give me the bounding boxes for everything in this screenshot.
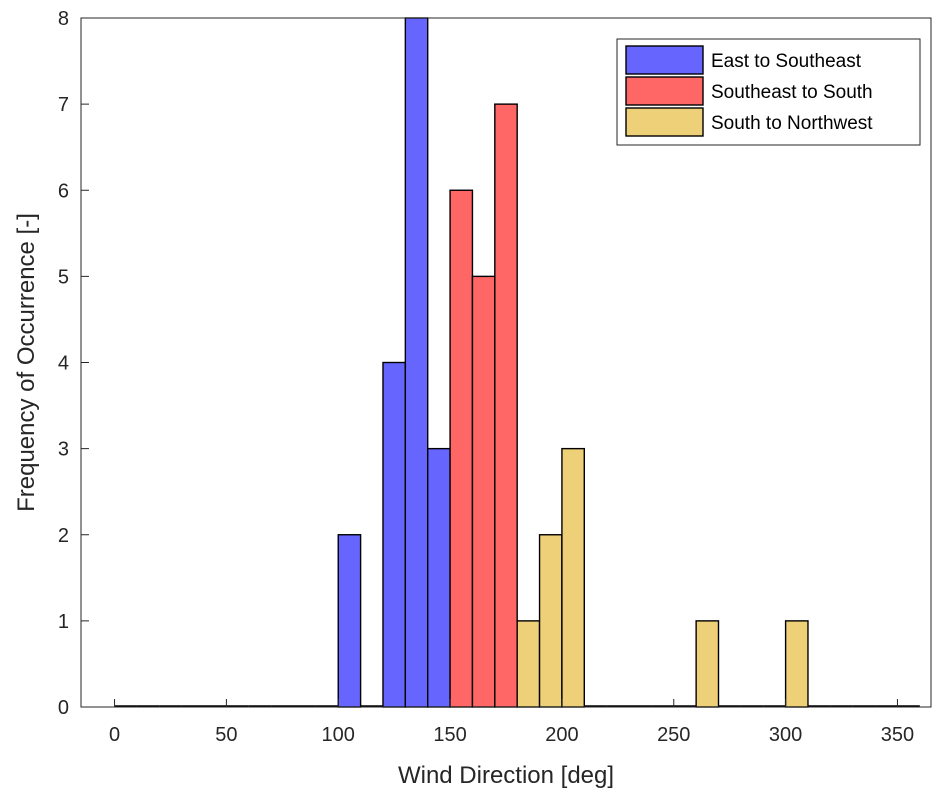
- bar-south-to-northwest-180: [516, 620, 541, 708]
- bar-south-to-northwest-260: [695, 620, 720, 708]
- legend-label-southeast-to-south: Southeast to South: [711, 82, 873, 103]
- legend: East to Southeast Southeast to South South…: [616, 38, 921, 146]
- x-tick-label-300: 300: [769, 724, 802, 746]
- bar-southeast-to-south-170: [494, 103, 518, 708]
- x-tick-label-100: 100: [322, 724, 355, 746]
- y-tick-label-2: 2: [58, 525, 69, 547]
- x-axis-ticks: 0 50 100 150 200 250 300 350: [109, 699, 914, 746]
- x-tick-label-50: 50: [215, 724, 237, 746]
- y-axis-ticks: 0 1 2 3 4 5 6 7 8: [58, 8, 89, 719]
- y-tick-label-0: 0: [58, 697, 69, 719]
- bar-east-to-southeast-100: [337, 534, 362, 708]
- x-tick-label-150: 150: [433, 724, 466, 746]
- x-tick-label-250: 250: [657, 724, 690, 746]
- legend-swatch-southeast-to-south: [625, 76, 704, 106]
- bar-south-to-northwest-300: [784, 620, 809, 708]
- legend-swatch-south-to-northwest: [625, 107, 704, 137]
- x-tick-label-0: 0: [109, 724, 120, 746]
- bar-south-to-northwest-190: [538, 534, 563, 708]
- y-tick-label-8: 8: [58, 8, 69, 30]
- y-tick-label-3: 3: [58, 439, 69, 461]
- bar-east-to-southeast-140: [427, 447, 451, 708]
- y-tick-label-6: 6: [58, 180, 69, 202]
- y-axis-title: Frequency of Occurrence [-]: [13, 213, 40, 512]
- y-tick-label-1: 1: [58, 611, 69, 633]
- x-axis-title: Wind Direction [deg]: [398, 762, 614, 789]
- legend-swatch-east-to-southeast: [625, 45, 704, 75]
- x-tick-label-350: 350: [881, 724, 914, 746]
- legend-label-south-to-northwest: South to Northwest: [711, 113, 873, 134]
- y-tick-label-4: 4: [58, 353, 69, 375]
- y-tick-label-5: 5: [58, 266, 69, 288]
- bar-south-to-northwest-200: [561, 447, 585, 708]
- legend-label-east-to-southeast: East to Southeast: [711, 51, 862, 72]
- y-tick-label-7: 7: [58, 94, 69, 116]
- bar-east-to-southeast-120: [382, 361, 407, 708]
- bar-southeast-to-south-150: [449, 189, 474, 708]
- bar-southeast-to-south-160: [471, 275, 496, 708]
- bar-east-to-southeast-130: [404, 17, 429, 708]
- x-tick-label-200: 200: [545, 724, 578, 746]
